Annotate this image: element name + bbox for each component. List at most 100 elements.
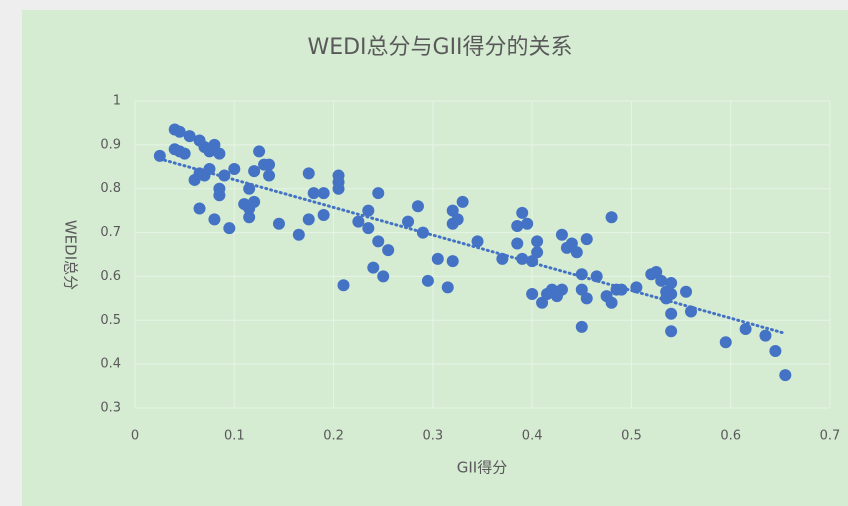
data-point	[153, 149, 166, 162]
data-point	[665, 277, 678, 290]
data-point	[416, 226, 429, 239]
data-point	[769, 344, 782, 357]
y-tick-label: 0.5	[100, 313, 121, 328]
x-tick-label: 0.1	[224, 429, 245, 444]
data-point	[511, 219, 524, 232]
data-point	[496, 252, 509, 265]
data-point	[739, 323, 752, 336]
data-point	[213, 147, 226, 160]
data-point	[317, 187, 330, 200]
y-tick-label: 0.9	[100, 137, 121, 152]
data-point	[665, 287, 678, 300]
y-tick-label: 0.6	[100, 269, 121, 284]
data-point	[555, 283, 568, 296]
data-point	[248, 195, 261, 208]
data-point	[575, 320, 588, 333]
x-tick-label: 0.7	[820, 429, 841, 444]
data-point	[253, 145, 266, 158]
trendline	[158, 157, 787, 335]
data-point	[362, 204, 375, 217]
data-point	[332, 182, 345, 195]
data-point	[218, 169, 231, 182]
data-point	[580, 233, 593, 246]
data-point	[223, 222, 236, 235]
data-point	[317, 209, 330, 222]
data-point	[228, 162, 241, 175]
data-point	[580, 292, 593, 305]
data-point	[590, 270, 603, 283]
data-point	[382, 244, 395, 257]
data-point	[302, 167, 315, 180]
data-point	[536, 296, 549, 309]
data-point	[213, 189, 226, 202]
data-point	[650, 266, 663, 279]
x-tick-label: 0.4	[522, 429, 543, 444]
data-point	[521, 217, 534, 230]
data-point	[665, 325, 678, 338]
data-point	[193, 202, 206, 215]
data-point	[555, 228, 568, 241]
data-point	[421, 274, 434, 287]
data-point	[451, 213, 464, 226]
data-point	[570, 246, 583, 259]
data-point	[605, 296, 618, 309]
data-point	[655, 274, 668, 287]
data-point	[372, 187, 385, 200]
data-point	[377, 270, 390, 283]
data-point	[441, 281, 454, 294]
y-tick-label: 1	[113, 94, 121, 109]
data-point	[402, 215, 415, 228]
data-point	[173, 125, 186, 138]
chart-title: WEDI总分与GII得分的关系	[307, 35, 572, 60]
data-point	[178, 147, 191, 160]
data-point	[685, 305, 697, 318]
data-point	[526, 255, 539, 268]
x-tick-label: 0.6	[720, 429, 741, 444]
data-point	[292, 228, 305, 241]
data-point	[263, 169, 276, 182]
data-point	[263, 158, 276, 171]
data-point	[516, 252, 529, 265]
data-point	[575, 268, 588, 281]
data-point	[243, 182, 256, 195]
x-tick-label: 0	[131, 429, 139, 444]
data-point	[446, 204, 459, 217]
y-axis-label: WEDI总分	[62, 220, 80, 290]
x-tick-label: 0.5	[621, 429, 642, 444]
data-point	[248, 165, 261, 178]
y-tick-label: 0.8	[100, 181, 121, 196]
data-point	[779, 369, 792, 382]
data-point	[302, 213, 315, 226]
data-point	[367, 261, 380, 274]
data-point	[272, 217, 285, 230]
data-point	[565, 237, 578, 250]
data-point	[680, 285, 693, 298]
data-point	[243, 211, 256, 224]
data-point	[531, 235, 544, 248]
data-point	[411, 200, 424, 213]
data-point	[208, 138, 221, 151]
data-point	[630, 281, 643, 294]
data-point	[362, 222, 375, 235]
x-tick-label: 0.2	[323, 429, 344, 444]
data-point	[605, 211, 618, 224]
data-point	[183, 130, 196, 143]
data-point	[719, 336, 732, 349]
data-point	[516, 206, 529, 219]
data-point	[431, 252, 444, 265]
data-point	[526, 287, 539, 300]
data-point	[372, 235, 385, 248]
y-tick-label: 0.7	[100, 225, 121, 240]
x-axis-label: GII得分	[457, 459, 507, 477]
y-tick-label: 0.4	[100, 357, 121, 372]
data-point	[337, 279, 350, 292]
data-point	[203, 162, 216, 175]
data-point	[615, 283, 628, 296]
data-point	[575, 283, 588, 296]
data-point	[352, 215, 365, 228]
data-point	[759, 329, 772, 342]
data-point	[531, 246, 544, 259]
data-point	[307, 187, 320, 200]
